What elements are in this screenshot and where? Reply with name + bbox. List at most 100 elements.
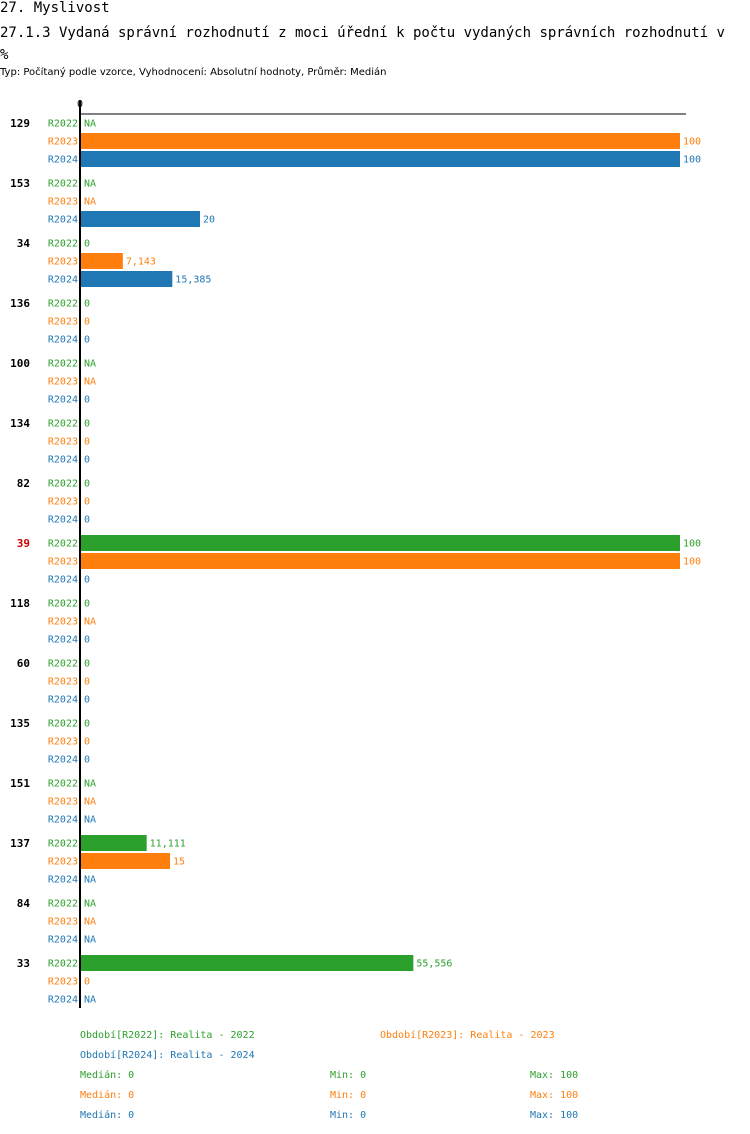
series-label: R2022 — [48, 299, 78, 310]
value-label: 0 — [84, 737, 90, 748]
series-label: R2023 — [48, 857, 78, 868]
series-label: R2024 — [48, 215, 78, 226]
series-label: R2023 — [48, 137, 78, 148]
value-label: NA — [84, 917, 96, 928]
series-label: R2024 — [48, 155, 78, 166]
stat-median-r2023: Medián: 0 — [80, 1090, 135, 1101]
legend-period-r2022: Období[R2022]: Realita - 2022 — [80, 1030, 255, 1041]
value-label: 55,556 — [416, 959, 452, 970]
series-label: R2024 — [48, 395, 78, 406]
series-label: R2024 — [48, 995, 78, 1006]
group-label: 60 — [17, 657, 30, 670]
group-label: 100 — [10, 357, 30, 370]
value-label: NA — [84, 779, 96, 790]
series-label: R2022 — [48, 359, 78, 370]
series-label: R2023 — [48, 977, 78, 988]
series-label: R2023 — [48, 197, 78, 208]
bar — [80, 853, 170, 869]
value-label: NA — [84, 197, 96, 208]
series-label: R2022 — [48, 719, 78, 730]
series-label: R2022 — [48, 539, 78, 550]
stat-min-r2024: Min: 0 — [330, 1110, 367, 1121]
series-label: R2023 — [48, 917, 78, 928]
chart-description: Typ: Počítaný podle vzorce, Vyhodnocení:… — [0, 67, 387, 78]
value-label: NA — [84, 359, 96, 370]
group-label: 33 — [17, 957, 30, 970]
stat-min-r2023: Min: 0 — [330, 1090, 367, 1101]
stat-median-r2024: Medián: 0 — [80, 1110, 135, 1121]
value-label: NA — [84, 119, 96, 130]
value-label: 100 — [683, 137, 701, 148]
series-label: R2022 — [48, 599, 78, 610]
series-label: R2022 — [48, 839, 78, 850]
value-label: 0 — [84, 299, 90, 310]
series-label: R2022 — [48, 899, 78, 910]
series-label: R2022 — [48, 659, 78, 670]
bar — [80, 835, 147, 851]
value-label: NA — [84, 875, 96, 886]
page-title: 27. Myslivost — [0, 0, 110, 16]
group-label: 84 — [17, 897, 31, 910]
stat-min-r2022: Min: 0 — [330, 1070, 367, 1081]
value-label: NA — [84, 935, 96, 946]
value-label: 0 — [84, 677, 90, 688]
series-label: R2022 — [48, 959, 78, 970]
value-label: NA — [84, 815, 96, 826]
value-label: NA — [84, 899, 96, 910]
value-label: 0 — [84, 659, 90, 670]
value-label: 0 — [84, 317, 90, 328]
series-label: R2022 — [48, 479, 78, 490]
value-label: 11,111 — [150, 839, 186, 850]
value-label: NA — [84, 797, 96, 808]
stat-max-r2024: Max: 100 — [530, 1110, 579, 1121]
value-label: 0 — [84, 335, 90, 346]
series-label: R2022 — [48, 419, 78, 430]
group-label: 151 — [10, 777, 30, 790]
stat-max-r2023: Max: 100 — [530, 1090, 579, 1101]
group-label: 135 — [10, 717, 30, 730]
group-label: 34 — [17, 237, 31, 250]
group-label: 118 — [10, 597, 30, 610]
value-label: 0 — [84, 977, 90, 988]
series-label: R2024 — [48, 275, 78, 286]
value-label: 15 — [173, 857, 185, 868]
value-label: 0 — [84, 497, 90, 508]
series-label: R2024 — [48, 635, 78, 646]
value-label: 7,143 — [126, 257, 156, 268]
value-label: 100 — [683, 557, 701, 568]
series-label: R2024 — [48, 935, 78, 946]
value-label: 0 — [84, 419, 90, 430]
series-label: R2022 — [48, 239, 78, 250]
series-label: R2024 — [48, 755, 78, 766]
series-label: R2024 — [48, 515, 78, 526]
series-label: R2022 — [48, 119, 78, 130]
bar — [80, 133, 680, 149]
group-label: 82 — [17, 477, 30, 490]
value-label: 15,385 — [175, 275, 211, 286]
value-label: 0 — [84, 755, 90, 766]
legend-period-r2023: Období[R2023]: Realita - 2023 — [380, 1030, 555, 1041]
value-label: 0 — [84, 635, 90, 646]
bar — [80, 271, 173, 287]
value-label: 0 — [84, 395, 90, 406]
bar — [80, 535, 680, 551]
value-label: 0 — [84, 575, 90, 586]
group-label: 137 — [10, 837, 30, 850]
series-label: R2023 — [48, 317, 78, 328]
value-label: 100 — [683, 539, 701, 550]
series-label: R2022 — [48, 179, 78, 190]
value-label: 0 — [84, 719, 90, 730]
series-label: R2023 — [48, 797, 78, 808]
series-label: R2024 — [48, 695, 78, 706]
value-label: 20 — [203, 215, 215, 226]
group-label: 153 — [10, 177, 30, 190]
series-label: R2023 — [48, 557, 78, 568]
series-label: R2023 — [48, 437, 78, 448]
group-label: 39 — [17, 537, 30, 550]
series-label: R2023 — [48, 257, 78, 268]
series-label: R2023 — [48, 677, 78, 688]
series-label: R2023 — [48, 497, 78, 508]
value-label: 0 — [84, 479, 90, 490]
chart-subtitle: 27.1.3 Vydaná správní rozhodnutí z moci … — [0, 25, 725, 63]
value-label: NA — [84, 377, 96, 388]
